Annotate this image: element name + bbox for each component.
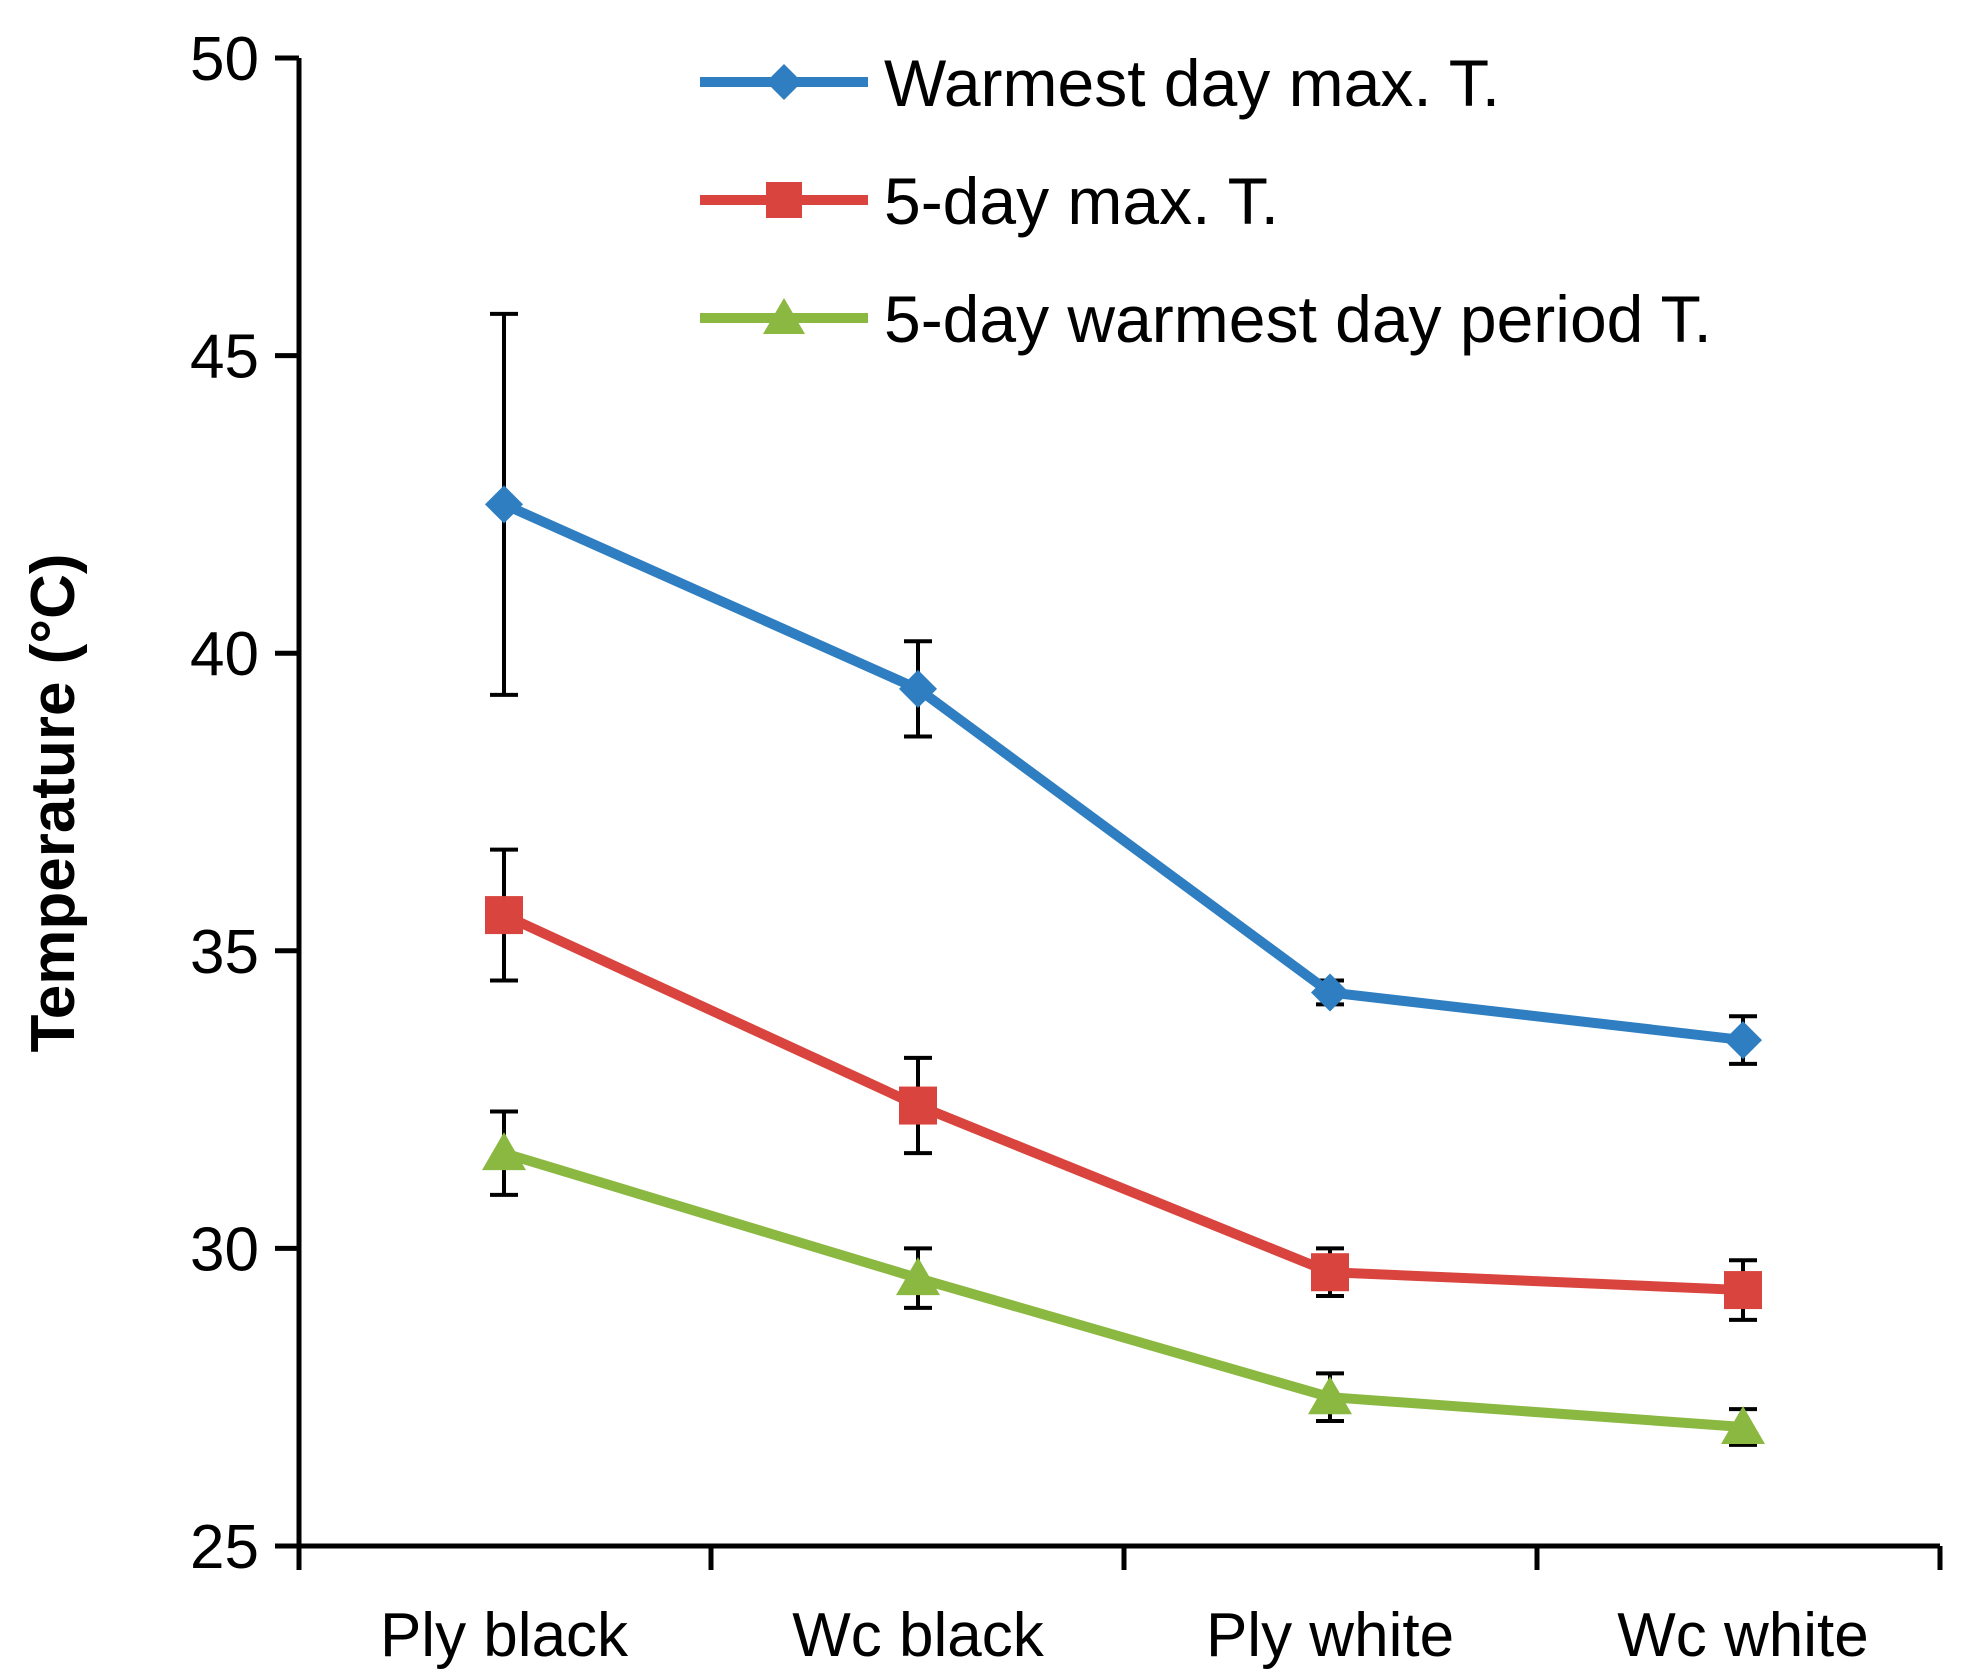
y-tick-label: 40 <box>190 620 259 689</box>
legend-label-warmest: Warmest day max. T. <box>884 46 1500 120</box>
y-tick-label: 35 <box>190 918 259 987</box>
legend-label-5-day-period: 5-day warmest day period T. <box>884 282 1712 356</box>
series-3 <box>482 1109 1765 1447</box>
legend-marker-diamond <box>766 64 802 100</box>
series-2 <box>485 847 1762 1322</box>
data-point <box>1308 1376 1352 1415</box>
data-point <box>896 1257 940 1296</box>
series-line <box>499 1148 1748 1432</box>
legend-item-warmest-day-max: Warmest day max. T. <box>700 46 1500 120</box>
x-axis-ticks: Ply black Wc black Ply white Wc white <box>296 1546 1943 1670</box>
legend-item-5-day-max: 5-day max. T. <box>700 164 1279 238</box>
series-1 <box>485 311 1762 1066</box>
y-axis-ticks: 25 30 35 40 45 50 <box>190 25 299 1582</box>
y-axis-title: Temperature (°C) <box>19 553 88 1052</box>
data-point <box>1311 1253 1349 1292</box>
legend-item-5-day-warmest-period: 5-day warmest day period T. <box>700 282 1712 356</box>
data-point <box>1721 1405 1765 1444</box>
data-point <box>485 485 523 524</box>
y-tick-label: 25 <box>190 1513 259 1582</box>
legend: Warmest day max. T. 5-day max. T. 5-day … <box>700 46 1712 356</box>
series-line <box>499 499 1748 1046</box>
axes <box>296 58 1940 1549</box>
x-tick-label: Wc white <box>1617 1601 1868 1670</box>
y-tick-label: 50 <box>190 25 259 94</box>
data-point <box>899 1086 937 1125</box>
series-line <box>499 910 1748 1296</box>
data-point <box>1724 1271 1762 1310</box>
x-tick-label: Ply black <box>380 1601 629 1670</box>
data-point <box>1724 1021 1762 1060</box>
data-point <box>1311 973 1349 1012</box>
legend-marker-triangle <box>763 298 805 334</box>
data-point <box>482 1132 526 1171</box>
series-layer <box>482 311 1765 1447</box>
x-tick-label: Ply white <box>1206 1601 1454 1670</box>
data-point <box>899 669 937 708</box>
y-tick-label: 45 <box>190 323 259 392</box>
data-point <box>485 896 523 935</box>
x-tick-label: Wc black <box>792 1601 1044 1670</box>
y-tick-label: 30 <box>190 1215 259 1284</box>
legend-marker-square <box>766 182 802 218</box>
legend-label-5-day-max: 5-day max. T. <box>884 164 1279 238</box>
